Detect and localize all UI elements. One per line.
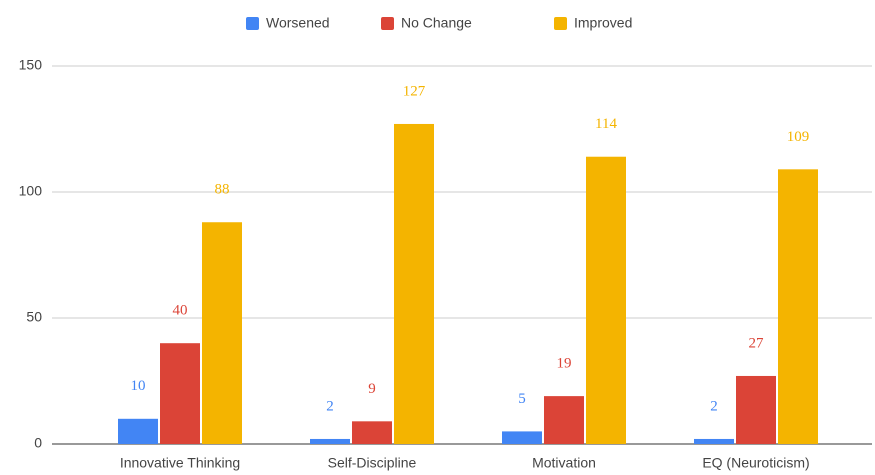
legend-label: Worsened: [266, 15, 330, 31]
bar: [352, 421, 392, 444]
bar: [202, 222, 242, 444]
x-tick-label: Self-Discipline: [328, 455, 417, 471]
bar: [394, 123, 434, 445]
data-label: 40: [173, 303, 188, 319]
x-tick-label: EQ (Neuroticism): [702, 455, 809, 471]
bar: [160, 343, 200, 444]
data-label: 2: [710, 398, 718, 414]
data-label: 10: [131, 378, 146, 394]
data-label: 2: [326, 398, 334, 414]
y-tick-label: 0: [34, 435, 42, 451]
legend-swatch: [246, 17, 259, 30]
data-label: 109: [787, 129, 810, 145]
bar: [736, 375, 776, 444]
data-label: 19: [557, 356, 572, 372]
x-tick-label: Motivation: [532, 455, 596, 471]
x-tick-label: Innovative Thinking: [120, 455, 240, 471]
data-label: 114: [595, 116, 617, 132]
bar: [310, 438, 350, 444]
legend-label: No Change: [401, 15, 472, 31]
y-tick-label: 50: [26, 309, 42, 325]
data-label: 5: [518, 391, 526, 407]
bar: [778, 169, 818, 444]
legend-swatch: [554, 17, 567, 30]
legend-label: Improved: [574, 15, 632, 31]
y-tick-label: 150: [19, 57, 43, 73]
y-tick-label: 100: [19, 183, 43, 199]
bar: [694, 438, 734, 444]
data-label: 27: [749, 335, 765, 351]
data-label: 127: [403, 83, 426, 99]
data-label: 9: [368, 381, 376, 397]
bar: [118, 418, 158, 444]
data-label: 88: [215, 182, 230, 198]
bar: [586, 156, 626, 444]
bar: [544, 396, 584, 444]
bar: [502, 431, 542, 444]
legend-swatch: [381, 17, 394, 30]
